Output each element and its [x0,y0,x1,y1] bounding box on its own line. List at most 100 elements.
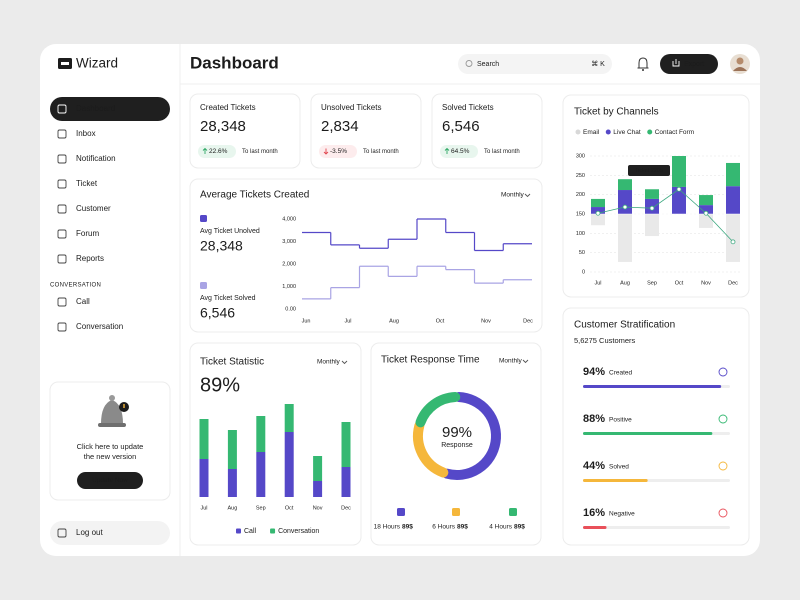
donut-segment [415,392,461,428]
period-select[interactable]: Monthly [317,359,341,366]
update-button[interactable] [77,472,143,489]
nav-item[interactable]: Ticket [76,179,98,188]
x-tick-label: Jul [344,318,351,324]
search-box[interactable] [458,54,612,74]
legend-label: Avg Ticket Unolved [200,228,260,235]
nav-icon [57,229,67,239]
avatar[interactable] [730,54,750,74]
bar-segment [313,481,323,497]
legend-label: 6 Hours [432,524,456,531]
logout-pill[interactable] [50,521,170,545]
export-button[interactable] [660,54,718,74]
stat-value: 28,348 [200,118,246,135]
period-select[interactable]: Monthly [501,192,525,199]
trend-dot [676,186,682,192]
x-tick-label: Dec [728,280,738,286]
bar-segment [672,156,686,187]
x-tick-label: Nov [481,318,491,324]
y-tick-label: 4,000 [282,216,296,222]
avatar-head [736,57,744,65]
x-tick-label: Nov [701,280,711,286]
card-title: Ticket Response Time [381,355,480,366]
y-tick-label: 2,000 [282,261,296,267]
search-shortcut: ⌘ K [591,60,605,68]
nav-item[interactable]: Notification [76,154,116,163]
bar-segment [645,189,659,199]
bar-segment [699,205,713,214]
nav-icon [57,179,67,189]
legend-swatch [200,215,207,222]
bell-clapper [642,69,644,71]
logout-label[interactable]: Log out [76,528,103,537]
y-tick-label: 50 [579,250,585,256]
legend-label: Contact Form [655,129,694,136]
brand-logo [58,58,72,69]
period-select[interactable]: Monthly [499,358,523,365]
x-tick-label: Oct [675,280,684,286]
donut-segment [441,392,501,480]
y-tick-label: 0.00 [285,306,296,312]
nav-item[interactable]: Customer [76,204,111,213]
card-subtitle: 5,6275 Customers [574,336,636,345]
stat-label: Created Tickets [200,103,256,112]
bell-top [109,395,115,401]
legend-label: Live Chat [613,129,641,136]
card-title: Ticket by Channels [574,107,659,118]
nav-item[interactable]: Inbox [76,129,96,138]
bar-segment [284,432,294,497]
bell-rim [98,423,126,427]
legend-dot [647,129,653,135]
legend-label: Conversation [278,528,319,535]
nav-icon [57,204,67,214]
progress-fill [583,432,713,435]
bar-segment [227,469,237,497]
update-illustration [98,395,129,427]
card-title: Average Tickets Created [200,190,309,201]
nav-item[interactable]: Call [76,297,90,306]
bell-body [101,400,123,424]
export-icon [672,59,680,67]
legend-total: 6,546 [200,305,235,321]
stat-value: 2,834 [321,118,359,135]
item-value: 16% [583,507,605,519]
bar-segment [341,422,351,467]
stat-note: To last month [363,149,399,155]
nav-active-pill[interactable] [50,97,170,121]
legend-amount: 89$ [514,524,525,531]
nav-icon [57,129,67,139]
update-button-label[interactable]: Update Now [92,477,128,484]
stat-change: -3.5% [330,148,347,155]
legend-label: Call [244,528,257,535]
nav-item[interactable]: Forum [76,229,99,238]
nav-item[interactable]: Dashboard [76,104,115,113]
x-tick-label: Aug [620,280,630,286]
update-text: Click here to update [77,442,144,451]
dropdown-chevron [341,360,348,365]
x-tick-label: Oct [285,505,294,511]
bar-segment [256,452,266,497]
nav-icon [57,254,67,264]
stat-label: Solved Tickets [442,103,494,112]
nav-item[interactable]: Reports [76,254,104,263]
bar-segment [284,404,294,432]
item-icon [718,414,728,424]
trend-dot [622,204,628,210]
export-label[interactable]: Export [684,61,704,68]
nav-icon [57,104,67,114]
update-card [49,381,171,501]
nav-item[interactable]: Conversation [76,322,123,331]
x-tick-label: Nov [313,505,323,511]
y-tick-label: 250 [576,173,585,179]
bar-segment [618,190,632,214]
trend-dot [649,205,655,211]
donut-center-value: 99% [442,424,472,441]
notification-icon[interactable] [637,57,649,71]
stat-note: To last month [242,149,278,155]
y-tick-label: 150 [576,211,585,217]
update-text: the new version [84,452,137,461]
stat-value: 6,546 [442,118,480,135]
bar-segment [672,186,686,214]
item-value: 44% [583,460,605,472]
search-placeholder[interactable]: Search [477,61,499,68]
item-label: Positive [609,417,632,424]
